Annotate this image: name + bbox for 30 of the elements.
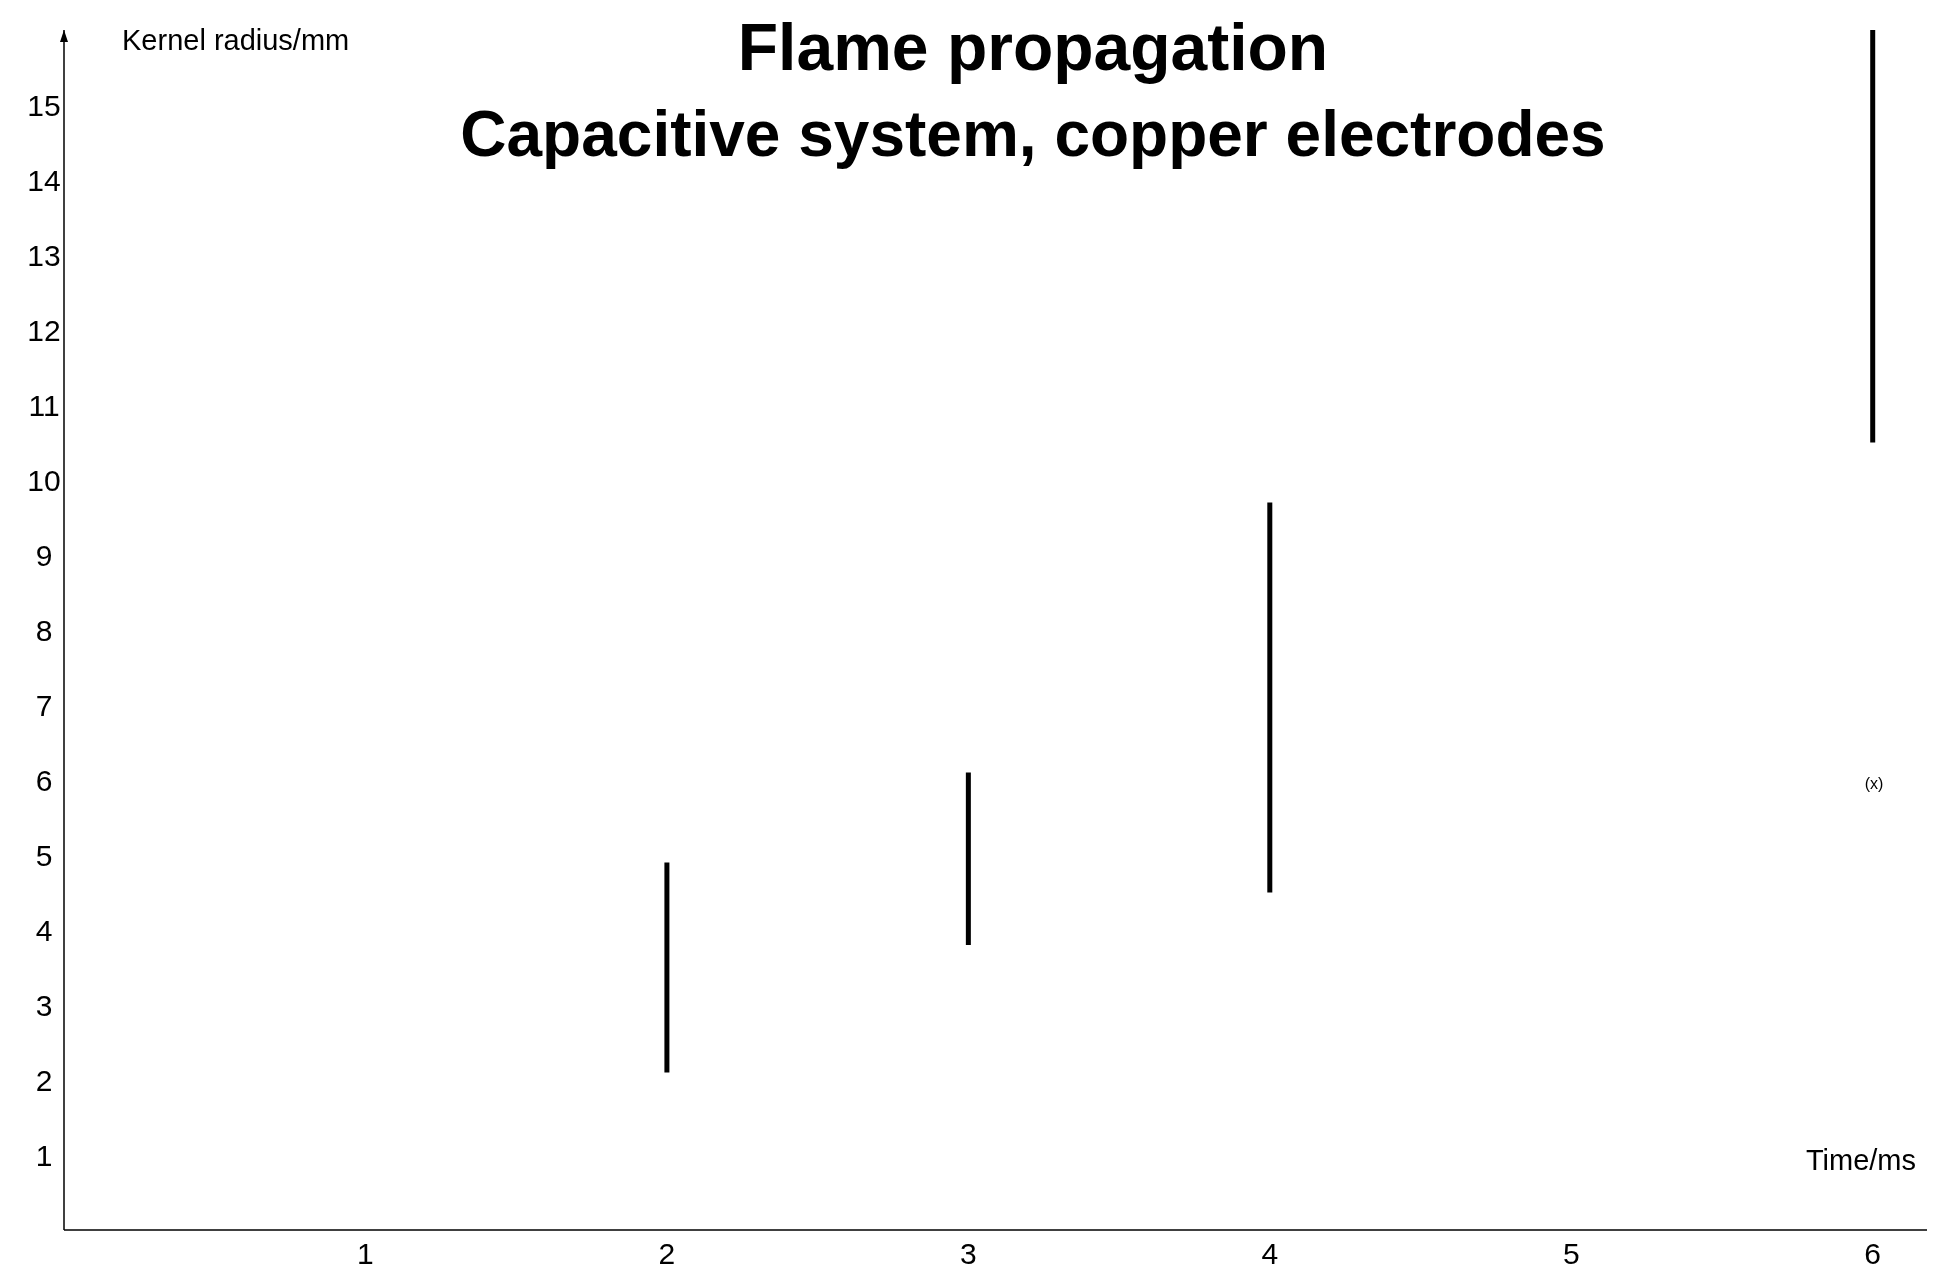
y-tick-label: 8 bbox=[35, 613, 53, 647]
y-tick-label: 15 bbox=[27, 88, 61, 122]
annotation: (x) bbox=[1864, 774, 1884, 792]
y-tick-label: 2 bbox=[35, 1063, 53, 1097]
x-axis-title: Time/ms bbox=[1805, 1144, 1916, 1176]
y-tick-label: 7 bbox=[35, 688, 53, 722]
y-tick-label: 3 bbox=[35, 988, 53, 1022]
y-tick-label: 6 bbox=[35, 763, 53, 797]
x-tick-label: 4 bbox=[1261, 1237, 1279, 1270]
y-axis-title: Kernel radius/mm bbox=[122, 24, 350, 56]
y-tick-label: 14 bbox=[27, 163, 61, 197]
bar bbox=[1267, 502, 1273, 893]
bar bbox=[1870, 30, 1876, 443]
y-tick-label: 1 bbox=[35, 1138, 53, 1172]
x-tick-label: 2 bbox=[658, 1237, 676, 1270]
y-tick-label: 4 bbox=[35, 913, 53, 947]
y-tick-label: 13 bbox=[27, 238, 61, 272]
x-tick-label: 1 bbox=[357, 1237, 374, 1270]
x-tick-label: 3 bbox=[960, 1237, 977, 1270]
chart-title: Flame propagation bbox=[737, 10, 1329, 84]
y-tick-label: 11 bbox=[28, 388, 60, 422]
x-tick-label: 5 bbox=[1562, 1237, 1580, 1270]
y-tick-label: 5 bbox=[35, 838, 53, 872]
bar bbox=[965, 772, 971, 945]
bar bbox=[664, 862, 670, 1073]
text: Capacitive system, copper electrodes bbox=[460, 98, 1606, 170]
y-tick-label: 10 bbox=[27, 463, 61, 497]
x-tick-label: 6 bbox=[1864, 1237, 1882, 1270]
y-tick-label: 12 bbox=[27, 313, 61, 347]
y-tick-label: 9 bbox=[35, 538, 53, 572]
